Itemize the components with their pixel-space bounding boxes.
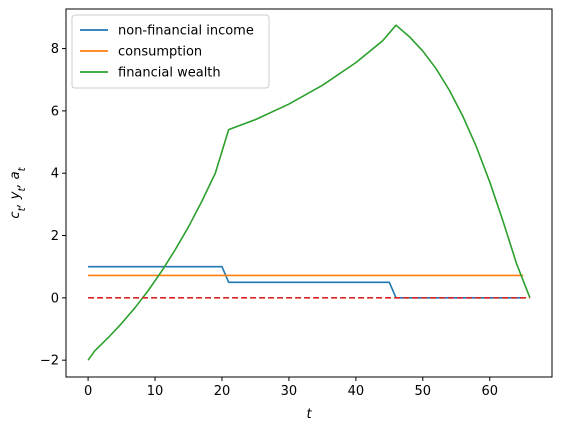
x-tick-label: 0	[84, 384, 92, 399]
y-tick-label: 8	[51, 42, 59, 57]
x-tick-label: 40	[348, 384, 365, 399]
plot-series	[87, 24, 531, 361]
legend-label: consumption	[118, 45, 202, 60]
y-tick-label: 6	[51, 104, 59, 119]
x-tick-label: 30	[281, 384, 298, 399]
x-tick-label: 20	[214, 384, 231, 399]
y-tick-label: 2	[51, 229, 59, 244]
series-line-2	[87, 24, 531, 361]
y-axis: −2 0 2 4 6 8	[40, 42, 66, 369]
y-tick-label: 4	[51, 167, 59, 182]
x-axis-label: t	[306, 407, 312, 422]
legend-label: non-financial income	[118, 24, 254, 39]
x-tick-label: 60	[481, 384, 498, 399]
x-tick-label: 10	[147, 384, 164, 399]
plot-frame	[65, 8, 553, 378]
y-axis-label: ct, yt, at	[8, 166, 28, 218]
legend-label: financial wealth	[118, 66, 221, 81]
y-tick-label: 0	[51, 291, 59, 306]
legend-box	[71, 14, 270, 89]
x-tick-label: 50	[415, 384, 432, 399]
x-axis: 0 10 20 30 40 50 60	[84, 377, 498, 399]
legend: non-financial income consumption financial…	[71, 14, 270, 89]
y-tick-label: −2	[40, 354, 59, 369]
